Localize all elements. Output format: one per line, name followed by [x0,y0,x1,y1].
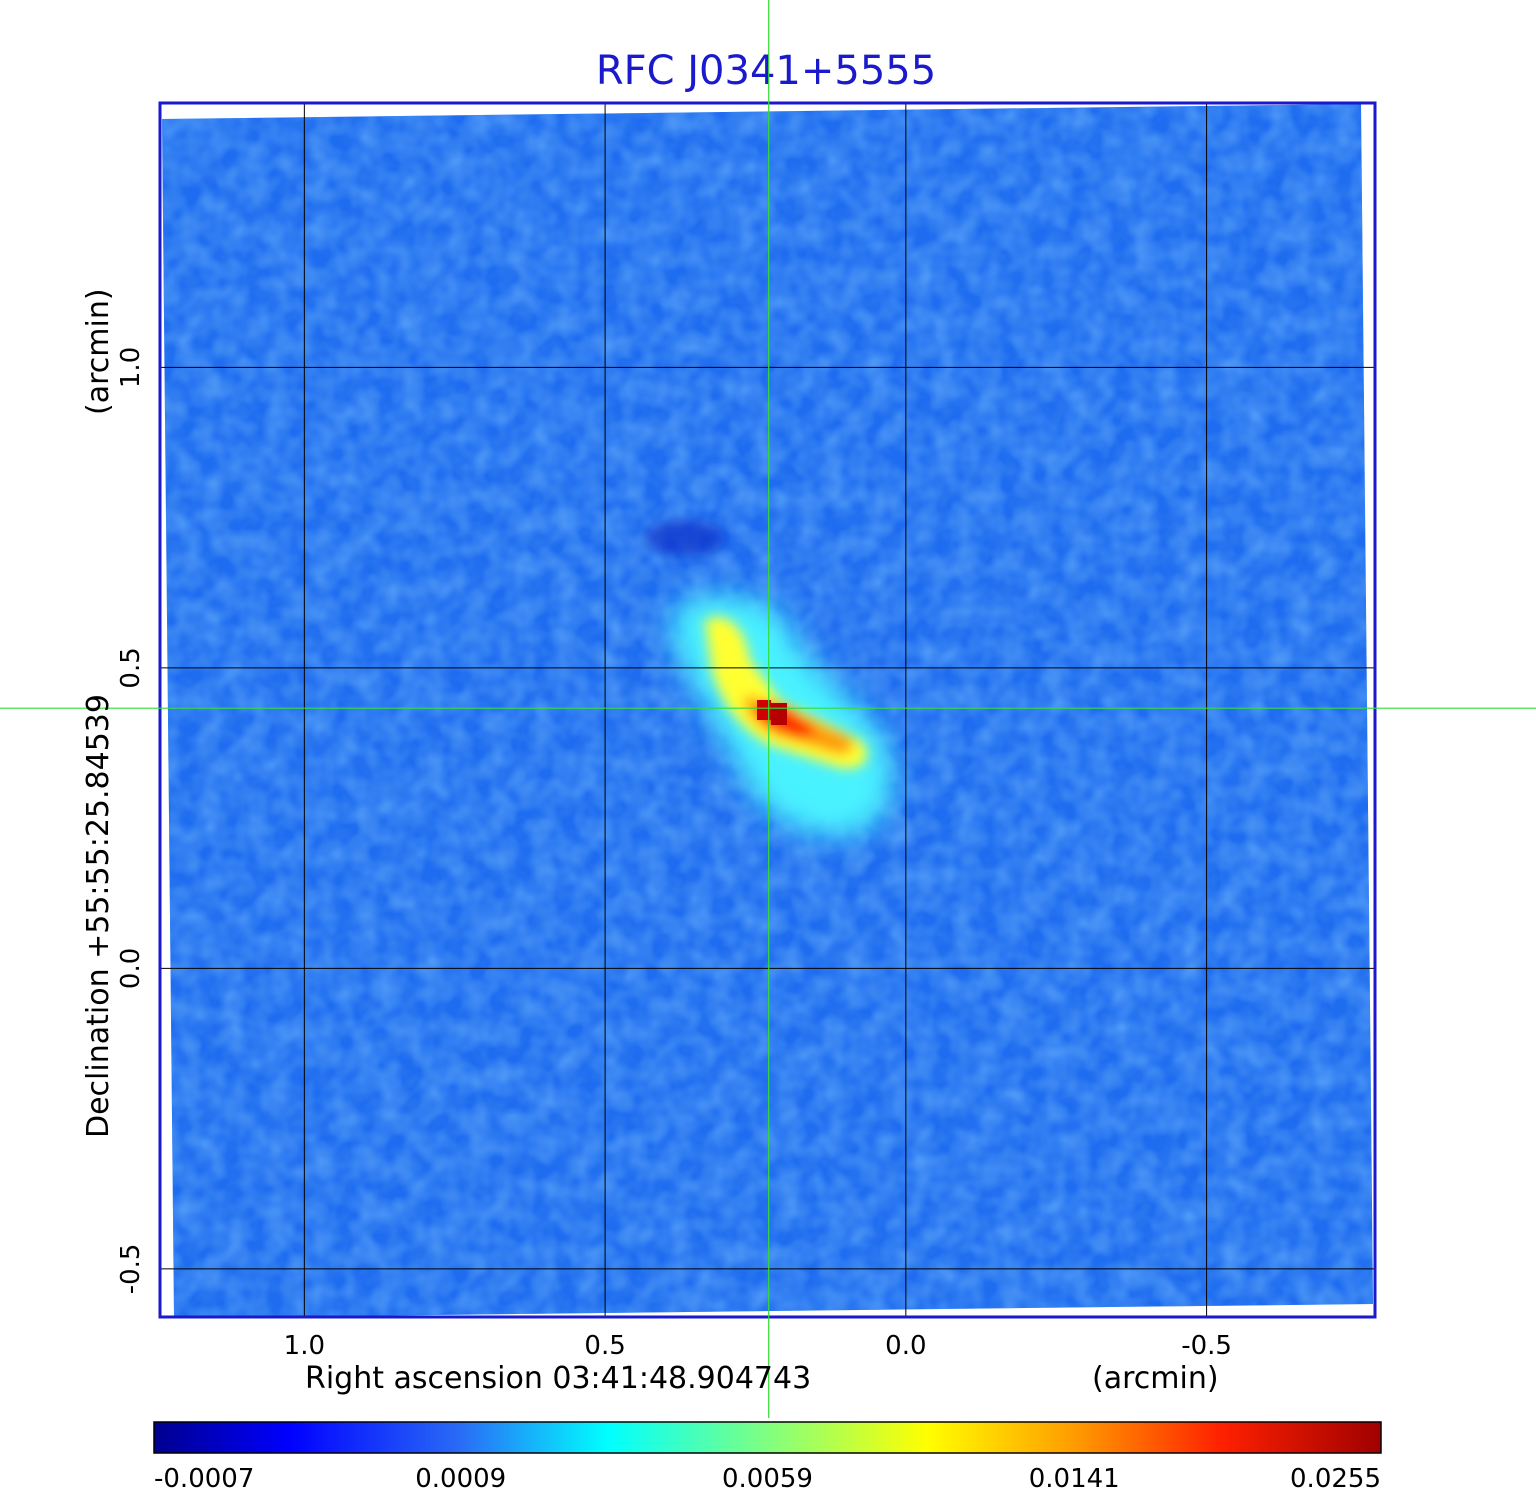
colorbar-tick-label: 0.0255 [1290,1464,1381,1494]
y-axis-unit: (arcmin) [81,288,116,415]
colorbar-tick-labels: -0.0007 0.0009 0.0059 0.0141 0.0255 [154,1464,1381,1494]
y-tick-labels: 1.0 0.5 0.0 -0.5 [116,347,146,1295]
colorbar-tick-label: -0.0007 [154,1464,254,1494]
y-axis-label: Declination +55:55:25.84539 [81,694,116,1138]
source-emission [645,520,893,836]
x-tick-label: 0.0 [885,1331,926,1361]
colorbar-tick-label: 0.0059 [722,1464,813,1494]
x-tick-label: 0.5 [584,1331,625,1361]
x-tick-labels: 1.0 0.5 0.0 -0.5 [284,1331,1232,1361]
x-axis-unit: (arcmin) [1092,1361,1219,1396]
y-tick-label: 1.0 [116,347,146,388]
colorbar [153,1421,1382,1454]
figure-title: RFC J0341+5555 [596,48,936,94]
coordinate-grid [160,103,1375,1317]
radio-map-image [162,104,1373,1318]
crosshair [0,0,1536,1418]
x-tick-label: -0.5 [1181,1331,1232,1361]
colorbar-tick-label: 0.0009 [415,1464,506,1494]
x-axis-label: Right ascension 03:41:48.904743 [305,1361,811,1396]
x-tick-label: 1.0 [284,1331,325,1361]
y-tick-label: -0.5 [116,1244,146,1295]
y-tick-label: 0.0 [116,948,146,989]
plot-frame [158,101,1377,1319]
y-tick-label: 0.5 [116,647,146,688]
colorbar-tick-label: 0.0141 [1029,1464,1120,1494]
